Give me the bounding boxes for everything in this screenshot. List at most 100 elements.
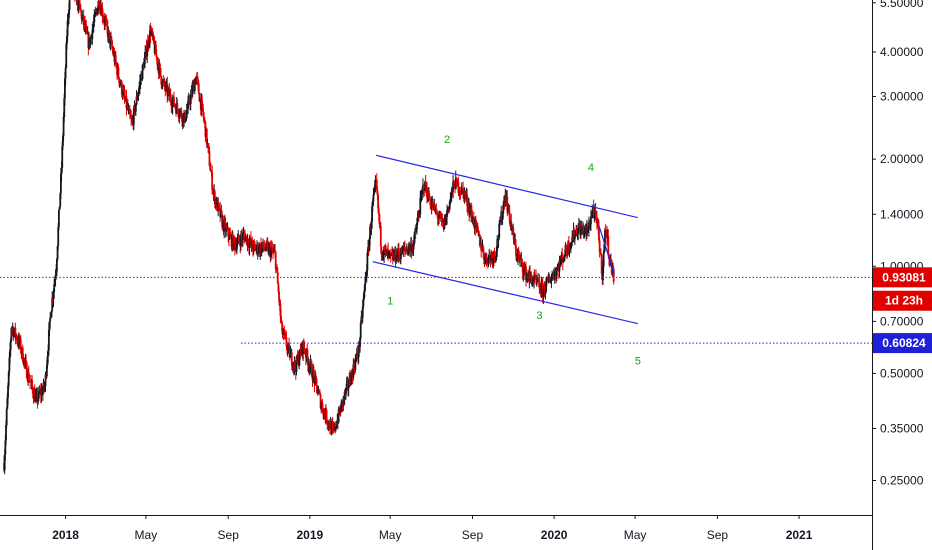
candle-body (475, 221, 478, 227)
candle-body (21, 347, 24, 362)
candle-body (19, 339, 22, 352)
candle-body (418, 214, 421, 216)
candle-body (138, 86, 141, 92)
price-tick-label: 2.00000 (880, 152, 924, 166)
candle-body (612, 268, 615, 282)
candle-body (274, 251, 277, 269)
candle-body (377, 208, 380, 214)
candle-body (559, 260, 562, 265)
candle-body (180, 110, 183, 117)
candle-body (439, 213, 442, 215)
candle-body (23, 358, 26, 362)
candle-body (288, 345, 291, 358)
candle-body (331, 424, 334, 427)
candle-body (10, 328, 13, 341)
candle-body (122, 90, 125, 92)
candle-body (545, 278, 548, 282)
candle-body (44, 374, 47, 386)
candle-body (387, 249, 390, 253)
candle-body (96, 7, 99, 15)
candle-body (224, 222, 227, 232)
candle-body (548, 278, 551, 282)
candle-body (112, 49, 114, 55)
candle-body (61, 146, 64, 168)
candle-body (325, 409, 328, 422)
candle-body (484, 258, 487, 262)
candle-body (383, 246, 386, 255)
candle-body (178, 115, 181, 117)
candle-body (480, 242, 483, 251)
candle-body (217, 202, 220, 207)
channel-upper-trendline[interactable] (375, 154, 638, 219)
price-tick-label: 3.00000 (880, 89, 924, 103)
candle-body (207, 146, 210, 152)
candle-body (611, 273, 614, 275)
candle-body (494, 256, 497, 260)
candle-body (600, 255, 603, 274)
candle-body (8, 357, 11, 372)
candle-body (462, 188, 465, 191)
candle-body (279, 303, 282, 316)
candle-body (610, 258, 612, 261)
candle-body (136, 96, 139, 100)
candle-body (92, 22, 95, 27)
candle-body (264, 248, 266, 250)
candle-body (370, 221, 373, 230)
wave-4-leg-trendline[interactable] (598, 225, 615, 275)
candle-body (66, 20, 69, 37)
candle-body (420, 193, 423, 196)
candle-body (168, 88, 171, 97)
candle-body (218, 206, 221, 208)
candle-body (395, 253, 398, 261)
candle-body (458, 192, 460, 194)
candle-body (328, 421, 331, 427)
candle-body (428, 198, 431, 200)
candle-body (306, 356, 309, 366)
time-tick-label: 2020 (541, 528, 568, 542)
candle-body (228, 233, 231, 240)
candle-body (594, 210, 596, 219)
candle-body (282, 333, 284, 335)
candle-body (35, 395, 38, 396)
candle-body (334, 423, 337, 430)
candle-body (6, 397, 9, 409)
candle-body (466, 194, 469, 206)
channel-lower-trendline[interactable] (372, 261, 638, 325)
candle-body (531, 281, 534, 286)
candle-body (278, 301, 281, 304)
candle-body (166, 84, 169, 96)
candle-body (294, 361, 297, 369)
candle-body (357, 345, 360, 358)
candle-body (319, 394, 322, 408)
candle-body (432, 205, 435, 210)
candle-body (302, 340, 305, 348)
candle-body (490, 254, 493, 256)
candle-body (580, 225, 583, 231)
candle-body (238, 235, 240, 241)
candle-body (260, 246, 263, 253)
candle-body (488, 254, 491, 256)
time-tick-label: Sep (462, 528, 484, 542)
candle-body (255, 248, 258, 251)
candle-body (360, 316, 363, 323)
candle-body (177, 114, 180, 117)
candle-body (540, 283, 543, 294)
candle-body (482, 252, 485, 260)
candle-body (189, 94, 192, 105)
candle-body (104, 19, 106, 24)
candle-body (573, 235, 576, 240)
candle-body (528, 272, 531, 281)
candle-body (276, 268, 278, 273)
candle-body (53, 278, 56, 285)
candle-body (68, 9, 70, 19)
candle-body (254, 246, 257, 251)
candle-body (155, 44, 157, 55)
candle-body (29, 381, 32, 383)
candle-body (265, 242, 268, 250)
candle-body (94, 13, 96, 15)
time-tick-label: May (379, 528, 402, 542)
candle-body (159, 68, 162, 77)
candle-body (403, 247, 406, 250)
